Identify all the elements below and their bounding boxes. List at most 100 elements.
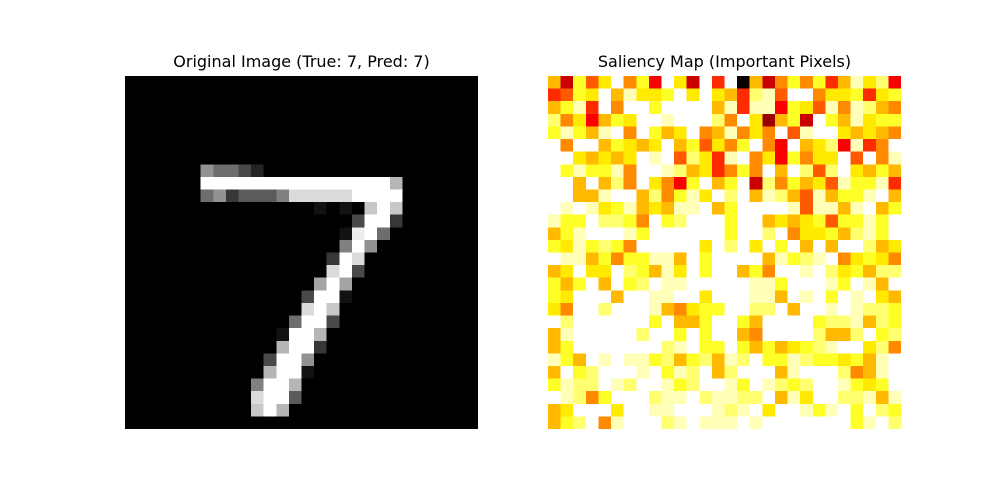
heatmap-cell [661, 214, 675, 228]
heatmap-cell [200, 126, 214, 140]
heatmap-cell [389, 126, 403, 140]
heatmap-cell [213, 113, 227, 127]
heatmap-cell [837, 302, 851, 316]
heatmap-cell [724, 202, 738, 215]
heatmap-cell [465, 227, 478, 241]
heatmap-cell [465, 265, 478, 278]
heatmap-cell [585, 227, 599, 241]
heatmap-cell [251, 353, 264, 367]
heatmap-cell [389, 353, 403, 367]
heatmap-cell [175, 164, 189, 178]
heatmap-cell [623, 139, 637, 152]
heatmap-cell [711, 252, 725, 266]
heatmap-cell [452, 265, 466, 278]
heatmap-cell [162, 202, 176, 215]
heatmap-cell [623, 214, 637, 228]
heatmap-cell [125, 227, 138, 241]
heatmap-cell [737, 101, 750, 115]
heatmap-cell [339, 265, 353, 278]
heatmap-cell [440, 113, 454, 127]
heatmap-cell [402, 189, 416, 203]
heatmap-cell [351, 113, 365, 127]
heatmap-cell [749, 214, 763, 228]
heatmap-cell [598, 315, 612, 329]
heatmap-cell [749, 227, 763, 241]
heatmap-cell [238, 227, 252, 241]
heatmap-cell [661, 164, 675, 178]
heatmap-cell [402, 328, 416, 342]
heatmap-cell [326, 139, 340, 152]
heatmap-cell [276, 189, 290, 203]
heatmap-cell [800, 302, 814, 316]
heatmap-cell [699, 416, 713, 429]
heatmap-cell [351, 164, 365, 178]
heatmap-cell [137, 290, 151, 304]
heatmap-cell [276, 176, 290, 190]
heatmap-cell [276, 328, 290, 342]
heatmap-cell [548, 227, 561, 241]
heatmap-cell [175, 113, 189, 127]
heatmap-cell [724, 176, 738, 190]
heatmap-cell [762, 214, 776, 228]
heatmap-cell [888, 101, 901, 115]
heatmap-cell [339, 365, 353, 379]
heatmap-cell [326, 328, 340, 342]
heatmap-cell [225, 189, 239, 203]
heatmap-cell [888, 365, 901, 379]
heatmap-cell [351, 189, 365, 203]
heatmap-cell [238, 151, 252, 165]
heatmap-cell [364, 416, 378, 429]
heatmap-cell [699, 76, 713, 89]
heatmap-cell [213, 265, 227, 278]
heatmap-cell [162, 239, 176, 253]
heatmap-cell [276, 113, 290, 127]
heatmap-cell [301, 76, 315, 89]
heatmap-cell [427, 151, 441, 165]
heatmap-cell [863, 353, 877, 367]
heatmap-cell [598, 416, 612, 429]
heatmap-cell [427, 202, 441, 215]
heatmap-cell [301, 126, 315, 140]
heatmap-cell [674, 290, 687, 304]
heatmap-cell [737, 277, 750, 291]
heatmap-cell [837, 189, 851, 203]
heatmap-cell [787, 227, 801, 241]
heatmap-cell [263, 151, 277, 165]
heatmap-cell [863, 290, 877, 304]
heatmap-cell [686, 252, 700, 266]
heatmap-cell [850, 227, 864, 241]
heatmap-cell [200, 227, 214, 241]
heatmap-cell [749, 101, 763, 115]
heatmap-cell [301, 202, 315, 215]
heatmap-cell [427, 403, 441, 417]
heatmap-cell [125, 151, 138, 165]
heatmap-cell [661, 113, 675, 127]
heatmap-cell [598, 239, 612, 253]
heatmap-cell [125, 353, 138, 367]
heatmap-cell [251, 365, 264, 379]
heatmap-cell [150, 176, 164, 190]
heatmap-cell [623, 227, 637, 241]
heatmap-cell [452, 403, 466, 417]
heatmap-cell [585, 265, 599, 278]
heatmap-cell [661, 353, 675, 367]
heatmap-cell [573, 378, 587, 392]
heatmap-cell [699, 227, 713, 241]
heatmap-cell [711, 189, 725, 203]
heatmap-cell [812, 189, 826, 203]
heatmap-cell [440, 290, 454, 304]
heatmap-cell [238, 328, 252, 342]
heatmap-cell [251, 139, 264, 152]
heatmap-cell [875, 214, 889, 228]
heatmap-cell [414, 252, 428, 266]
heatmap-cell [636, 277, 650, 291]
heatmap-cell [648, 227, 662, 241]
heatmap-cell [711, 76, 725, 89]
heatmap-cell [225, 328, 239, 342]
heatmap-cell [749, 113, 763, 127]
heatmap-cell [339, 403, 353, 417]
heatmap-cell [440, 252, 454, 266]
heatmap-cell [762, 164, 776, 178]
heatmap-cell [711, 126, 725, 140]
heatmap-cell [162, 265, 176, 278]
